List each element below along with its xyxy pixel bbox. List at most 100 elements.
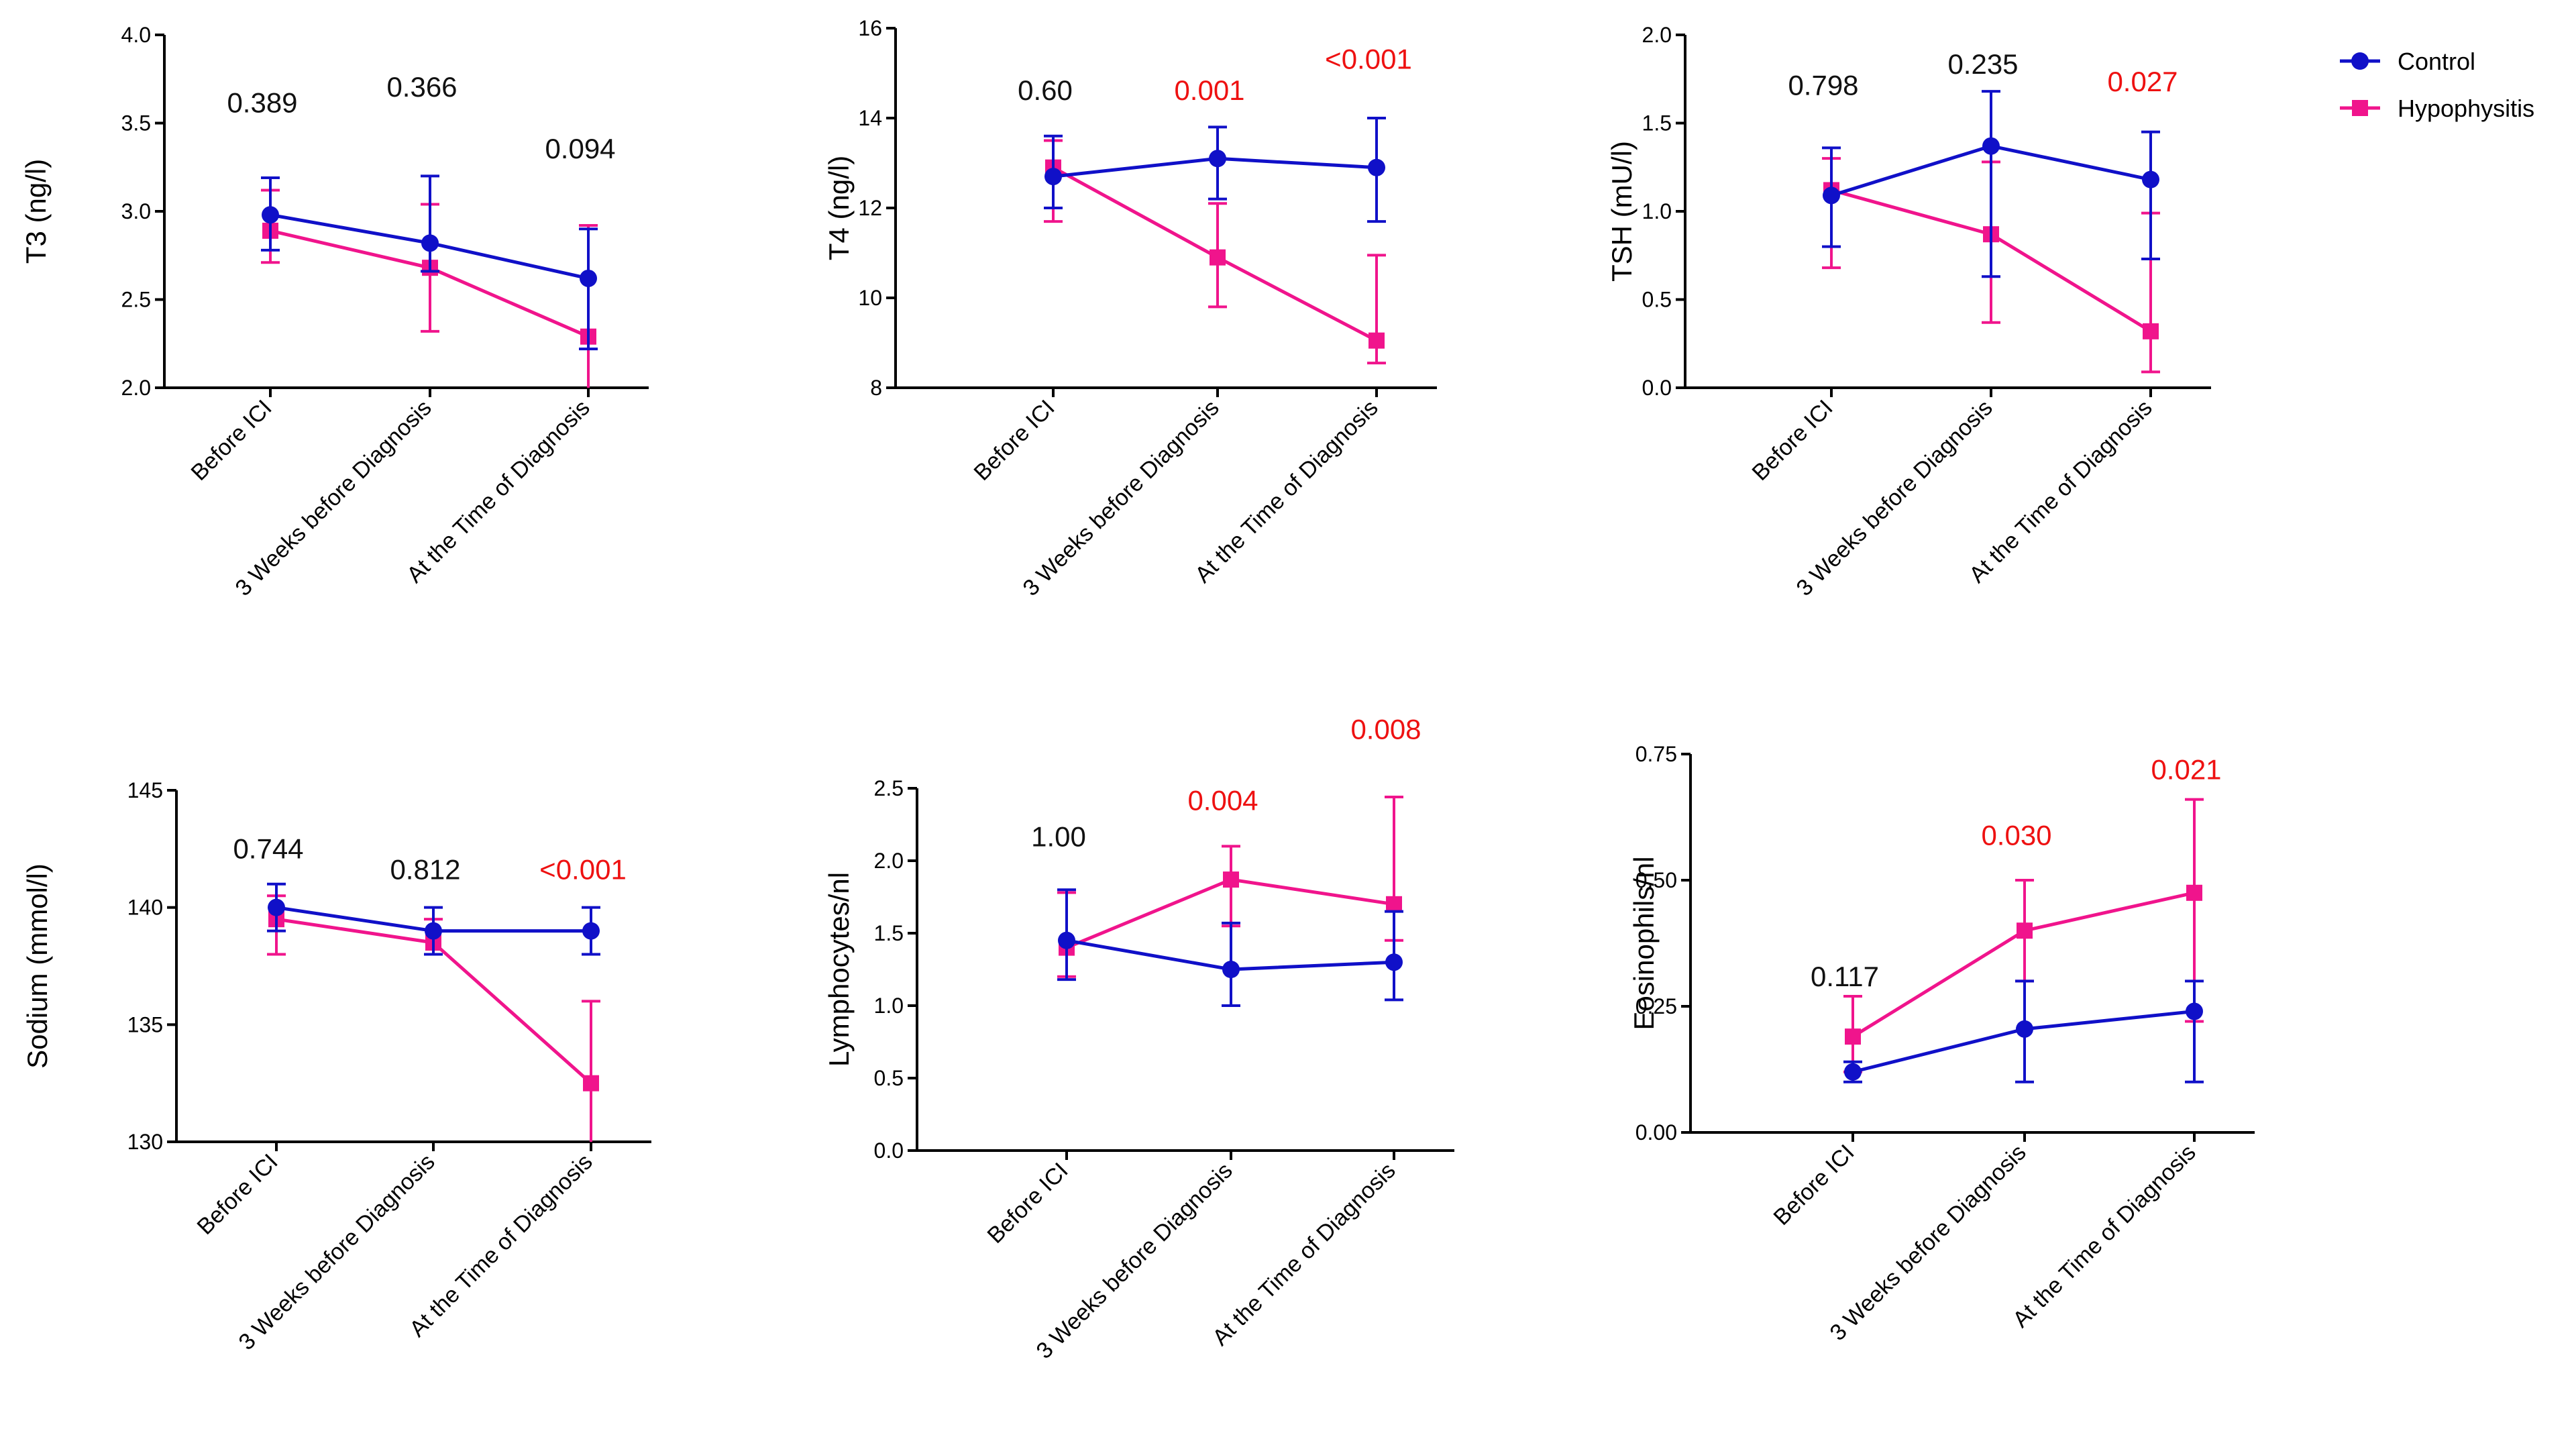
x-tick-label: Before ICI	[186, 395, 277, 486]
p-value-label: 1.00	[1031, 820, 1086, 852]
data-point-hypophysitis	[583, 1075, 599, 1092]
x-tick-label: 3 Weeks before Diagnosis	[1825, 1140, 2031, 1346]
p-value-label: 0.030	[1981, 819, 2051, 851]
data-point-hypophysitis	[2143, 323, 2159, 339]
data-point-control	[1982, 137, 2000, 155]
y-tick-label: 0.5	[1642, 288, 1672, 312]
legend-hypophysitis-marker	[2352, 100, 2368, 116]
p-value-label: 0.389	[227, 87, 297, 119]
legend: Control Hypophysitis	[2340, 48, 2534, 122]
series-control	[1057, 888, 1403, 1007]
y-tick-label: 135	[127, 1012, 163, 1037]
p-value-label: 0.235	[1947, 48, 2018, 80]
data-point-hypophysitis	[1210, 249, 1226, 266]
y-tick-label: 4.0	[121, 23, 151, 47]
data-point-control	[580, 269, 597, 287]
chart-panel-5: 0.0 0.5 1.0 1.5 2.0 2.5 Lymphocytes/nl Before I…	[823, 714, 1454, 1364]
series-control	[1843, 979, 2204, 1083]
series-control	[261, 174, 598, 351]
x-tick-label: At the Time of Diagnosis	[402, 395, 594, 588]
y-tick-label: 16	[858, 16, 882, 40]
p-value-label: 0.027	[2107, 66, 2178, 97]
p-value-label: 0.004	[1187, 784, 1258, 816]
y-axis-label: T4 (ng/l)	[823, 156, 855, 260]
x-tick-label: At the Time of Diagnosis	[1190, 395, 1383, 588]
data-point-control	[2186, 1002, 2203, 1020]
y-tick-label: 145	[127, 778, 163, 802]
series-control	[1822, 90, 2160, 278]
y-tick-label: 12	[858, 196, 882, 220]
p-value-label: 0.798	[1788, 69, 1858, 101]
y-tick-label: 0.50	[1635, 868, 1677, 892]
y-tick-label: 1.0	[1642, 199, 1672, 223]
data-point-control	[268, 898, 285, 916]
x-tick-label: Before ICI	[983, 1158, 1073, 1248]
p-value-label: 0.021	[2151, 754, 2221, 786]
x-tick-label: At the Time of Diagnosis	[405, 1149, 597, 1342]
y-axis-label: Eosinophils/nl	[1628, 856, 1660, 1030]
data-point-control	[1044, 168, 1062, 186]
series-hypophysitis	[1044, 139, 1386, 365]
data-point-control	[582, 922, 600, 940]
y-tick-label: 1.5	[874, 921, 904, 945]
x-tick-label: At the Time of Diagnosis	[1964, 395, 2157, 588]
p-value-label: 0.094	[545, 133, 615, 164]
legend-hypophysitis-label: Hypophysitis	[2398, 95, 2534, 122]
data-point-hypophysitis	[2017, 922, 2033, 939]
data-point-control	[1823, 187, 1840, 205]
data-point-hypophysitis	[1386, 896, 1402, 912]
data-point-control	[421, 234, 439, 252]
y-tick-label: 0.00	[1635, 1120, 1677, 1145]
p-value-label: <0.001	[539, 854, 627, 886]
y-tick-label: 2.5	[121, 288, 151, 312]
y-tick-label: 0.5	[874, 1066, 904, 1090]
data-point-hypophysitis	[1845, 1028, 1861, 1045]
data-point-control	[2016, 1020, 2033, 1038]
y-tick-label: 3.5	[121, 111, 151, 136]
data-point-control	[1368, 158, 1385, 176]
legend-control-marker	[2351, 52, 2369, 70]
data-point-control	[1222, 961, 1240, 978]
y-tick-label: 140	[127, 896, 163, 920]
x-tick-label: Before ICI	[1769, 1140, 1860, 1230]
y-tick-label: 0.0	[1642, 376, 1672, 400]
y-tick-label: 2.0	[1642, 23, 1672, 47]
data-point-control	[1844, 1063, 1862, 1081]
data-point-control	[1385, 953, 1403, 971]
p-value-label: 0.366	[386, 71, 457, 103]
x-tick-label: 3 Weeks before Diagnosis	[1032, 1158, 1238, 1364]
y-tick-label: 3.0	[121, 199, 151, 223]
y-tick-label: 2.0	[121, 376, 151, 400]
legend-control-label: Control	[2398, 48, 2475, 75]
data-point-control	[262, 206, 279, 224]
x-tick-label: Before ICI	[193, 1149, 283, 1240]
series-control	[1044, 117, 1386, 223]
p-value-label: 0.812	[390, 854, 460, 886]
p-value-label: 0.001	[1174, 74, 1244, 106]
y-tick-label: 2.5	[874, 776, 904, 800]
data-point-hypophysitis	[2186, 884, 2202, 901]
y-tick-label: 0.75	[1635, 742, 1677, 766]
y-tick-label: 0.0	[874, 1138, 904, 1163]
data-point-control	[1058, 931, 1075, 949]
y-tick-label: 14	[858, 106, 882, 130]
y-axis-label: TSH (mU/l)	[1606, 141, 1638, 282]
y-tick-label: 8	[870, 376, 882, 400]
y-axis-label: T3 (ng/l)	[20, 159, 52, 264]
p-value-label: <0.001	[1325, 43, 1412, 74]
data-point-control	[2142, 170, 2159, 189]
data-point-hypophysitis	[1368, 332, 1385, 349]
y-tick-label: 2.0	[874, 849, 904, 873]
y-tick-label: 0.25	[1635, 994, 1677, 1018]
y-axis-label: Lymphocytes/nl	[823, 872, 855, 1067]
p-value-label: 0.117	[1811, 961, 1879, 992]
data-point-control	[425, 922, 442, 940]
p-value-label: 0.744	[233, 833, 303, 864]
series-control	[267, 882, 600, 956]
